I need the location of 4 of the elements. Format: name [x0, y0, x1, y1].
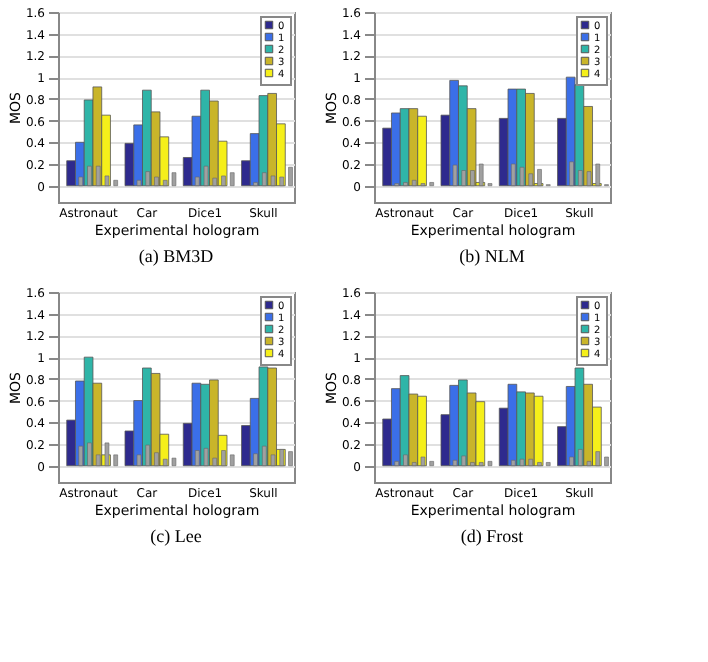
text: (d) Frost — [460, 526, 525, 546]
text: (b) NLM — [459, 246, 525, 266]
text: (c) Lee — [150, 526, 202, 546]
text: (a) BM3D — [138, 246, 215, 266]
